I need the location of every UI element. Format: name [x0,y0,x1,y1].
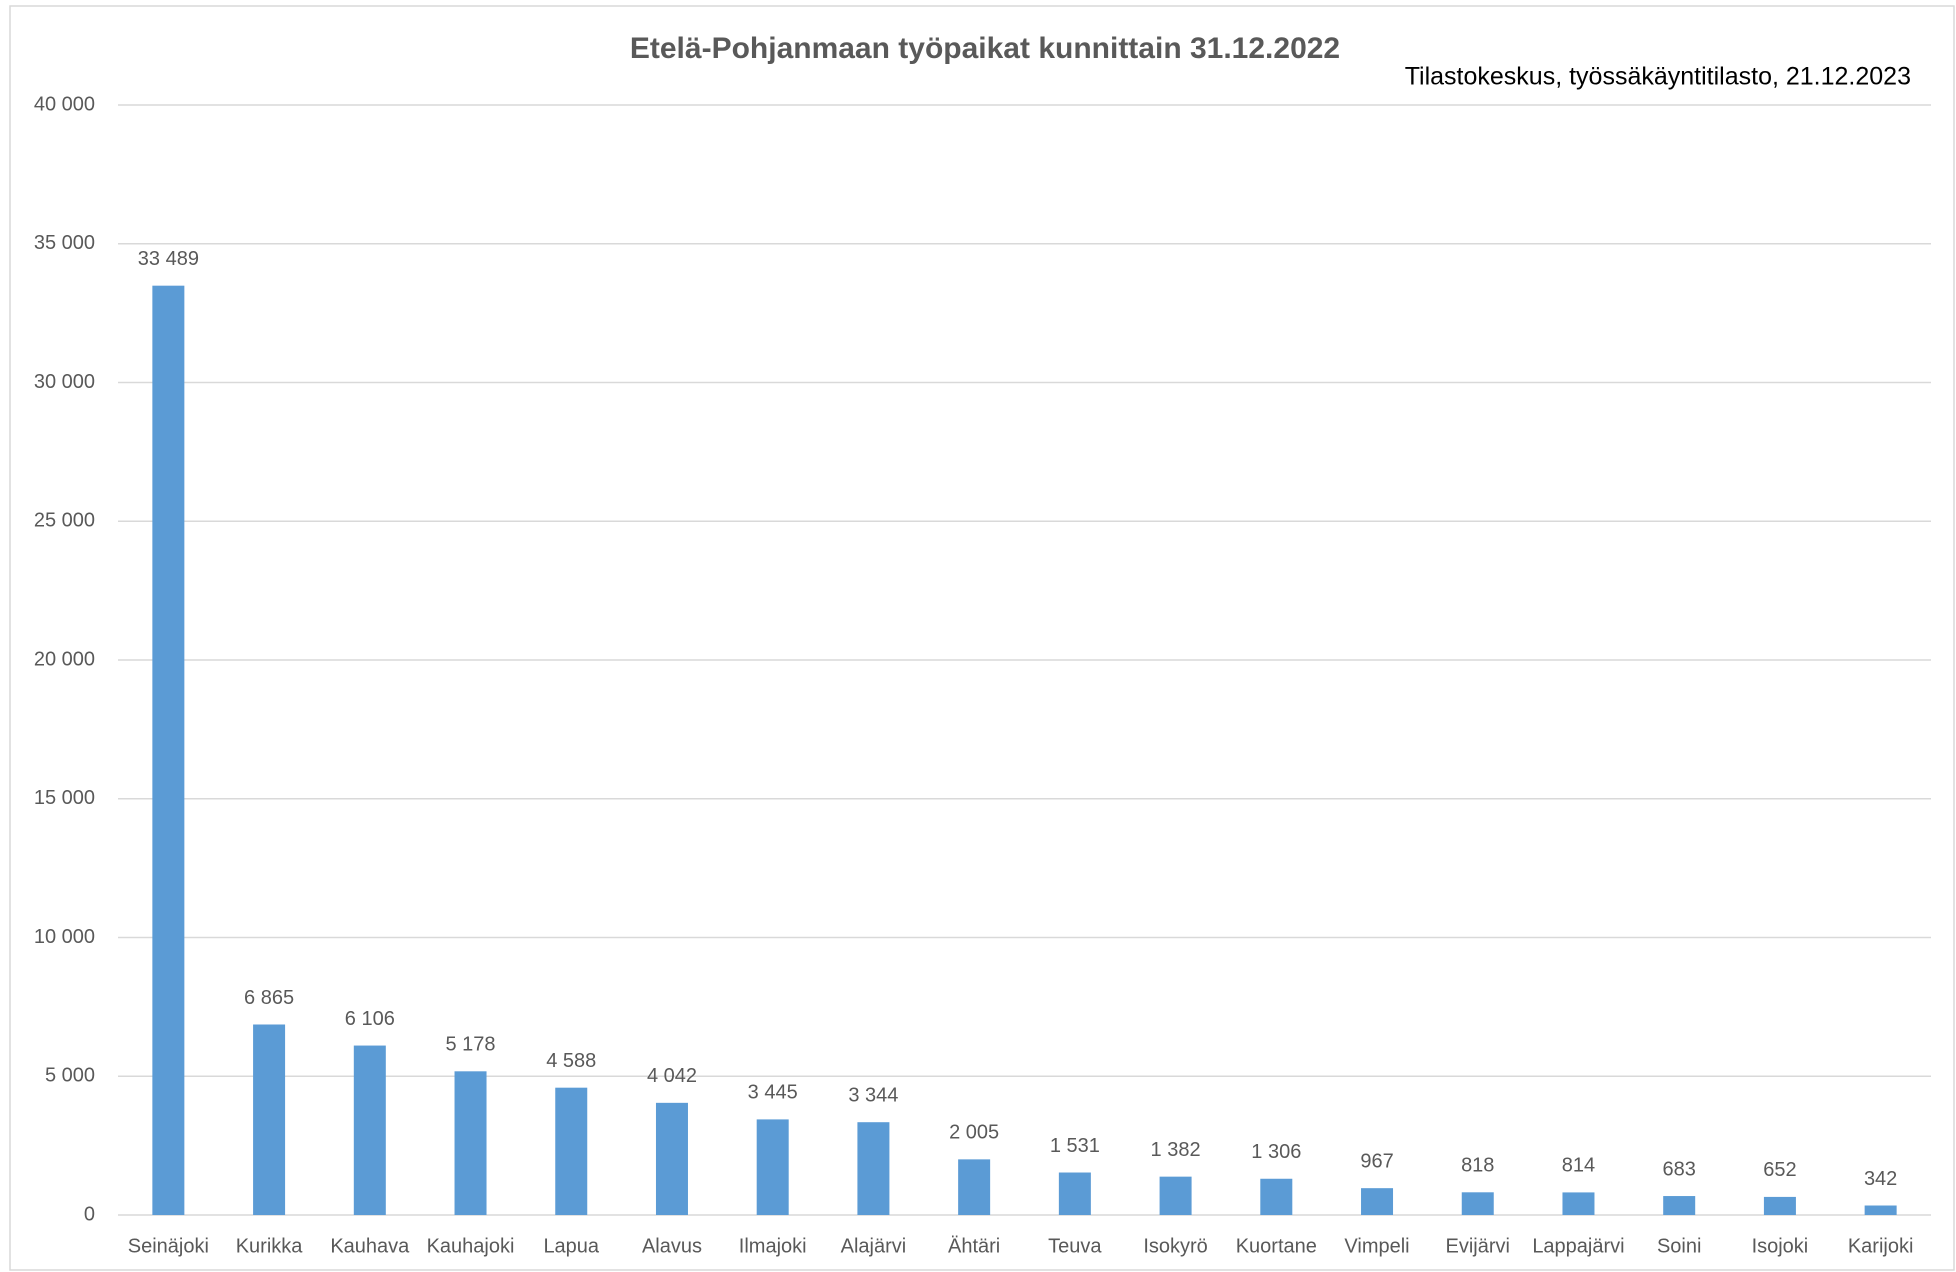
bar [958,1159,991,1215]
bar [1763,1196,1796,1215]
bar [1361,1188,1394,1215]
x-tick-label: Kauhava [330,1235,410,1257]
data-label: 3 344 [848,1084,898,1106]
bar [555,1087,588,1215]
bar [857,1122,890,1215]
chart-subtitle: Tilastokeskus, työssäkäyntitilasto, 21.1… [1405,63,1911,91]
y-tick-label: 35 000 [34,232,95,254]
y-tick-label: 20 000 [34,648,95,670]
y-tick-label: 5 000 [45,1065,95,1087]
bar [1260,1178,1293,1215]
bar [1159,1176,1192,1215]
y-tick-label: 25 000 [34,510,95,532]
chart-title: Etelä-Pohjanmaan työpaikat kunnittain 31… [630,32,1340,65]
bar [1864,1205,1897,1215]
y-tick-label: 40 000 [34,93,95,115]
data-label: 3 445 [748,1082,798,1104]
data-label: 2 005 [949,1122,999,1144]
bar [1461,1192,1494,1215]
x-tick-label: Soini [1657,1235,1701,1257]
x-tick-label: Lappajärvi [1532,1235,1624,1257]
x-tick-label: Seinäjoki [128,1235,209,1257]
data-label: 1 382 [1151,1139,1201,1161]
data-label: 4 588 [546,1050,596,1072]
x-tick-label: Alavus [642,1235,702,1257]
y-tick-label: 10 000 [34,926,95,948]
bar [454,1071,487,1215]
bar [253,1024,286,1215]
bar [1663,1196,1696,1215]
x-tick-label: Isokyrö [1143,1235,1207,1257]
x-tick-label: Kuortane [1236,1235,1317,1257]
data-label: 683 [1663,1158,1696,1180]
data-label: 33 489 [138,248,199,270]
bar [655,1102,688,1215]
data-label: 652 [1763,1159,1796,1181]
data-label: 818 [1461,1155,1494,1177]
x-tick-label: Kurikka [236,1235,304,1257]
chart-frame [9,5,1955,1271]
y-tick-label: 30 000 [34,371,95,393]
y-tick-label: 0 [84,1203,95,1225]
data-label: 342 [1864,1168,1897,1190]
x-tick-label: Kauhajoki [427,1235,515,1257]
data-label: 814 [1562,1155,1595,1177]
data-label: 4 042 [647,1065,697,1087]
bar [1058,1172,1091,1215]
bar [756,1119,789,1215]
x-tick-label: Ilmajoki [739,1235,807,1257]
x-tick-label: Lapua [543,1235,599,1257]
data-label: 967 [1360,1150,1393,1172]
x-tick-label: Ähtäri [948,1235,1000,1257]
data-label: 1 306 [1251,1141,1301,1163]
bar [152,285,185,1215]
bar [1562,1192,1595,1215]
x-tick-label: Evijärvi [1446,1235,1510,1257]
bar [353,1045,386,1215]
data-label: 6 106 [345,1008,395,1030]
x-tick-label: Teuva [1048,1235,1102,1257]
x-tick-label: Karijoki [1848,1235,1914,1257]
y-tick-label: 15 000 [34,787,95,809]
data-label: 6 865 [244,987,294,1009]
data-label: 5 178 [445,1034,495,1056]
data-label: 1 531 [1050,1135,1100,1157]
x-tick-label: Vimpeli [1344,1235,1409,1257]
x-tick-label: Isojoki [1752,1235,1809,1257]
x-tick-label: Alajärvi [841,1235,907,1257]
